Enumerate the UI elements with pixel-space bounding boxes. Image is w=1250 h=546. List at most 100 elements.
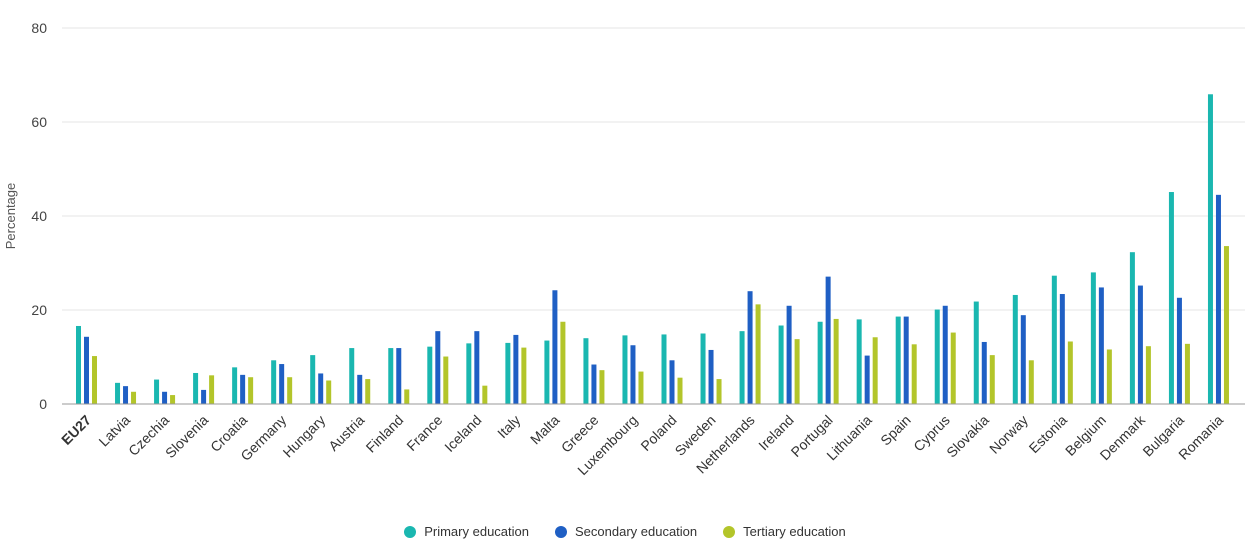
bar-hungary-tertiary[interactable] (326, 380, 332, 405)
bar-denmark-secondary[interactable] (1137, 285, 1143, 404)
bar-eu27-primary[interactable] (76, 325, 81, 404)
bar-croatia-primary[interactable] (232, 367, 238, 404)
bar-norway-secondary[interactable] (1020, 315, 1026, 404)
bar-romania-primary[interactable] (1207, 94, 1213, 405)
bar-slovakia-tertiary[interactable] (989, 355, 995, 404)
bar-france-tertiary[interactable] (443, 356, 449, 404)
bar-spain-primary[interactable] (895, 316, 901, 404)
bar-slovenia-primary[interactable] (193, 372, 199, 404)
bar-sweden-secondary[interactable] (708, 349, 714, 404)
bar-latvia-primary[interactable] (115, 382, 121, 404)
legend-item-primary[interactable]: Primary education (404, 524, 529, 539)
bar-belgium-tertiary[interactable] (1106, 349, 1112, 404)
bar-italy-primary[interactable] (505, 342, 511, 404)
legend: Primary education Secondary education Te… (0, 524, 1250, 539)
bar-sweden-tertiary[interactable] (716, 379, 722, 404)
bar-austria-primary[interactable] (349, 348, 355, 404)
bar-czechia-primary[interactable] (154, 379, 160, 404)
bar-france-primary[interactable] (427, 346, 433, 404)
bar-sweden-primary[interactable] (700, 333, 706, 405)
bar-netherlands-tertiary[interactable] (755, 304, 761, 404)
bar-norway-tertiary[interactable] (1028, 360, 1034, 404)
bar-portugal-secondary[interactable] (825, 276, 831, 404)
bar-luxembourg-secondary[interactable] (630, 345, 636, 404)
bar-germany-secondary[interactable] (279, 364, 285, 404)
bar-germany-primary[interactable] (271, 360, 277, 404)
bar-romania-tertiary[interactable] (1223, 246, 1229, 404)
bar-croatia-secondary[interactable] (240, 374, 246, 404)
bar-greece-primary[interactable] (583, 338, 589, 404)
bar-ireland-tertiary[interactable] (794, 339, 800, 404)
bar-croatia-tertiary[interactable] (248, 377, 254, 404)
bar-czechia-tertiary[interactable] (170, 395, 176, 404)
bar-malta-primary[interactable] (544, 340, 550, 404)
bar-lithuania-primary[interactable] (856, 319, 862, 404)
bar-hungary-secondary[interactable] (318, 373, 324, 404)
bar-finland-secondary[interactable] (396, 348, 402, 404)
bar-bulgaria-primary[interactable] (1168, 192, 1174, 404)
bar-eu27-tertiary[interactable] (92, 356, 97, 404)
bar-portugal-primary[interactable] (817, 321, 823, 404)
legend-label-secondary: Secondary education (575, 524, 698, 539)
bar-netherlands-secondary[interactable] (747, 291, 753, 404)
bar-france-secondary[interactable] (435, 331, 441, 404)
bar-austria-tertiary[interactable] (365, 379, 371, 404)
bar-slovenia-secondary[interactable] (201, 389, 207, 404)
gridlines (62, 27, 1245, 311)
bar-slovakia-primary[interactable] (973, 301, 979, 404)
legend-item-tertiary[interactable]: Tertiary education (723, 524, 846, 539)
bar-italy-tertiary[interactable] (521, 347, 527, 404)
bar-austria-secondary[interactable] (357, 374, 363, 404)
bar-iceland-primary[interactable] (466, 343, 472, 404)
bar-bulgaria-secondary[interactable] (1176, 297, 1182, 404)
bar-poland-secondary[interactable] (669, 360, 675, 404)
bar-poland-tertiary[interactable] (677, 377, 683, 404)
bar-norway-primary[interactable] (1012, 294, 1018, 404)
bar-poland-primary[interactable] (661, 334, 667, 404)
bar-iceland-secondary[interactable] (474, 331, 480, 404)
bar-slovakia-secondary[interactable] (981, 341, 987, 404)
bar-belgium-secondary[interactable] (1098, 287, 1104, 404)
bar-czechia-secondary[interactable] (162, 391, 168, 404)
bar-estonia-tertiary[interactable] (1067, 341, 1073, 404)
bar-ireland-secondary[interactable] (786, 305, 792, 404)
bar-italy-secondary[interactable] (513, 334, 519, 404)
bar-spain-secondary[interactable] (903, 316, 909, 404)
bar-greece-secondary[interactable] (591, 364, 597, 404)
bar-malta-tertiary[interactable] (560, 321, 566, 404)
bar-hungary-primary[interactable] (310, 355, 316, 404)
bar-netherlands-primary[interactable] (739, 331, 745, 404)
bar-greece-tertiary[interactable] (599, 370, 605, 404)
bar-denmark-primary[interactable] (1129, 252, 1135, 404)
bar-eu27-secondary[interactable] (84, 336, 89, 404)
bar-slovenia-tertiary[interactable] (209, 375, 215, 404)
bar-finland-tertiary[interactable] (404, 389, 410, 404)
bar-cyprus-tertiary[interactable] (950, 332, 956, 404)
x-tick-label: Norway (986, 412, 1031, 457)
bar-romania-secondary[interactable] (1215, 194, 1221, 404)
bar-bulgaria-tertiary[interactable] (1184, 343, 1190, 404)
legend-item-secondary[interactable]: Secondary education (555, 524, 697, 539)
bar-belgium-primary[interactable] (1090, 272, 1096, 404)
bar-lithuania-secondary[interactable] (864, 355, 870, 404)
bar-iceland-tertiary[interactable] (482, 385, 488, 404)
bar-latvia-secondary[interactable] (123, 386, 129, 404)
x-tick-label: EU27 (58, 412, 94, 448)
legend-marker-primary (404, 525, 417, 538)
bar-estonia-secondary[interactable] (1059, 294, 1065, 404)
bar-portugal-tertiary[interactable] (833, 318, 839, 404)
bar-ireland-primary[interactable] (778, 325, 784, 404)
bar-luxembourg-primary[interactable] (622, 335, 628, 404)
bar-cyprus-primary[interactable] (934, 309, 940, 404)
x-tick-label: Iceland (441, 412, 484, 455)
bar-luxembourg-tertiary[interactable] (638, 371, 644, 404)
bar-denmark-tertiary[interactable] (1145, 346, 1151, 404)
bar-latvia-tertiary[interactable] (131, 391, 137, 404)
bar-finland-primary[interactable] (388, 348, 394, 404)
bar-malta-secondary[interactable] (552, 290, 558, 404)
bar-lithuania-tertiary[interactable] (872, 337, 878, 404)
bar-cyprus-secondary[interactable] (942, 305, 948, 404)
bar-germany-tertiary[interactable] (287, 377, 293, 404)
bar-estonia-primary[interactable] (1051, 275, 1057, 404)
bar-spain-tertiary[interactable] (911, 344, 917, 404)
